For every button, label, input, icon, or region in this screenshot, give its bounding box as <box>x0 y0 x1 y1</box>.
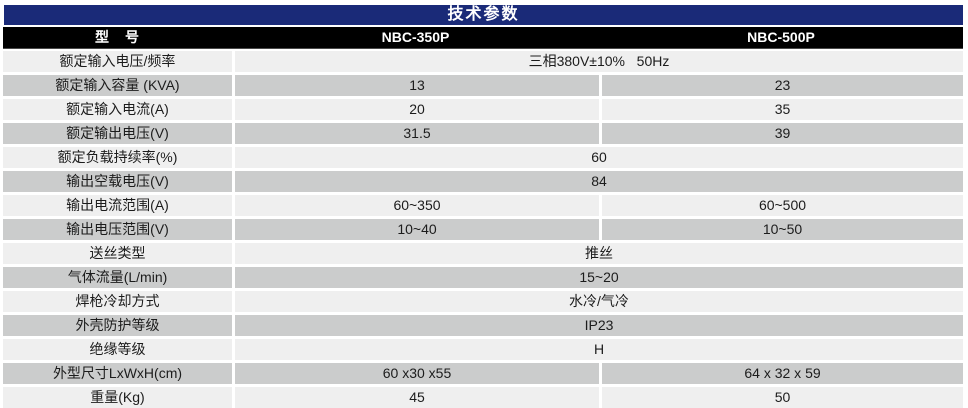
spec-value-cell-shared: 三相380V±10% 50Hz <box>235 51 963 72</box>
spec-value-cell-350p: 45 <box>235 387 599 408</box>
spec-label-cell: 额定负载持续率(%) <box>3 147 232 168</box>
spec-value-cell-500p: 64 x 32 x 59 <box>602 363 963 384</box>
spec-label-cell: 外壳防护等级 <box>3 315 232 336</box>
spec-value-cell-shared: 15~20 <box>235 267 963 288</box>
spec-value-cell-350p: 13 <box>235 75 599 96</box>
spec-value-cell-350p: 20 <box>235 99 599 120</box>
spec-label-cell: 额定输入容量 (KVA) <box>3 75 232 96</box>
table-row: 送丝类型 推丝 <box>3 243 963 264</box>
spec-label-cell: 额定输入电流(A) <box>3 99 232 120</box>
spec-value-cell-shared: 84 <box>235 171 963 192</box>
model-name-nbc-500p: NBC-500P <box>747 29 815 45</box>
table-row: 输出电压范围(V) 10~40 10~50 <box>3 219 963 240</box>
spec-label-cell: 额定输出电压(V) <box>3 123 232 144</box>
spec-value-cell-500p: 10~50 <box>602 219 963 240</box>
spec-title-bar: 技术参数 <box>4 5 963 25</box>
spec-label-cell: 送丝类型 <box>3 243 232 264</box>
table-row: 气体流量(L/min) 15~20 <box>3 267 963 288</box>
table-row: 输出空载电压(V) 84 <box>3 171 963 192</box>
spec-label-cell: 焊枪冷却方式 <box>3 291 232 312</box>
spec-label-cell: 输出电压范围(V) <box>3 219 232 240</box>
model-header-row: 型 号 NBC-350P NBC-500P <box>3 27 963 49</box>
table-row: 额定输入电压/频率 三相380V±10% 50Hz <box>3 51 963 72</box>
table-row: 外壳防护等级 IP23 <box>3 315 963 336</box>
spec-value-cell-shared: IP23 <box>235 315 963 336</box>
spec-label-cell: 外型尺寸LxWxH(cm) <box>3 363 232 384</box>
spec-label-cell: 额定输入电压/频率 <box>3 51 232 72</box>
spec-value-cell-500p: 60~500 <box>602 195 963 216</box>
spec-title: 技术参数 <box>447 6 520 23</box>
spec-label-cell: 气体流量(L/min) <box>3 267 232 288</box>
table-row: 重量(Kg) 45 50 <box>3 387 963 408</box>
spec-rows: 额定输入电压/频率 三相380V±10% 50Hz 额定输入容量 (KVA) 13 23… <box>3 51 963 408</box>
spec-value-cell-shared: 水冷/气冷 <box>235 291 963 312</box>
table-row: 绝缘等级 H <box>3 339 963 360</box>
spec-value-cell-500p: 39 <box>602 123 963 144</box>
spec-label-cell: 重量(Kg) <box>3 387 232 408</box>
table-row: 额定负载持续率(%) 60 <box>3 147 963 168</box>
spec-label-cell: 输出空载电压(V) <box>3 171 232 192</box>
spec-value-cell-350p: 60 x30 x55 <box>235 363 599 384</box>
table-row: 额定输出电压(V) 31.5 39 <box>3 123 963 144</box>
spec-label-cell: 输出电流范围(A) <box>3 195 232 216</box>
spec-value-cell-500p: 23 <box>602 75 963 96</box>
model-header-label: 型 号 <box>95 29 140 45</box>
spec-label-cell: 绝缘等级 <box>3 339 232 360</box>
model-name-nbc-350p: NBC-350P <box>381 29 450 45</box>
spec-value-cell-500p: 35 <box>602 99 963 120</box>
spec-value-cell-350p: 10~40 <box>235 219 599 240</box>
table-row: 外型尺寸LxWxH(cm) 60 x30 x55 64 x 32 x 59 <box>3 363 963 384</box>
table-row: 额定输入容量 (KVA) 13 23 <box>3 75 963 96</box>
spec-value-cell-shared: H <box>235 339 963 360</box>
spec-value-cell-shared: 推丝 <box>235 243 963 264</box>
spec-value-cell-350p: 31.5 <box>235 123 599 144</box>
spec-value-cell-500p: 50 <box>602 387 963 408</box>
table-row: 额定输入电流(A) 20 35 <box>3 99 963 120</box>
table-row: 焊枪冷却方式 水冷/气冷 <box>3 291 963 312</box>
spec-value-cell-shared: 60 <box>235 147 963 168</box>
table-row: 输出电流范围(A) 60~350 60~500 <box>3 195 963 216</box>
spec-value-cell-350p: 60~350 <box>235 195 599 216</box>
